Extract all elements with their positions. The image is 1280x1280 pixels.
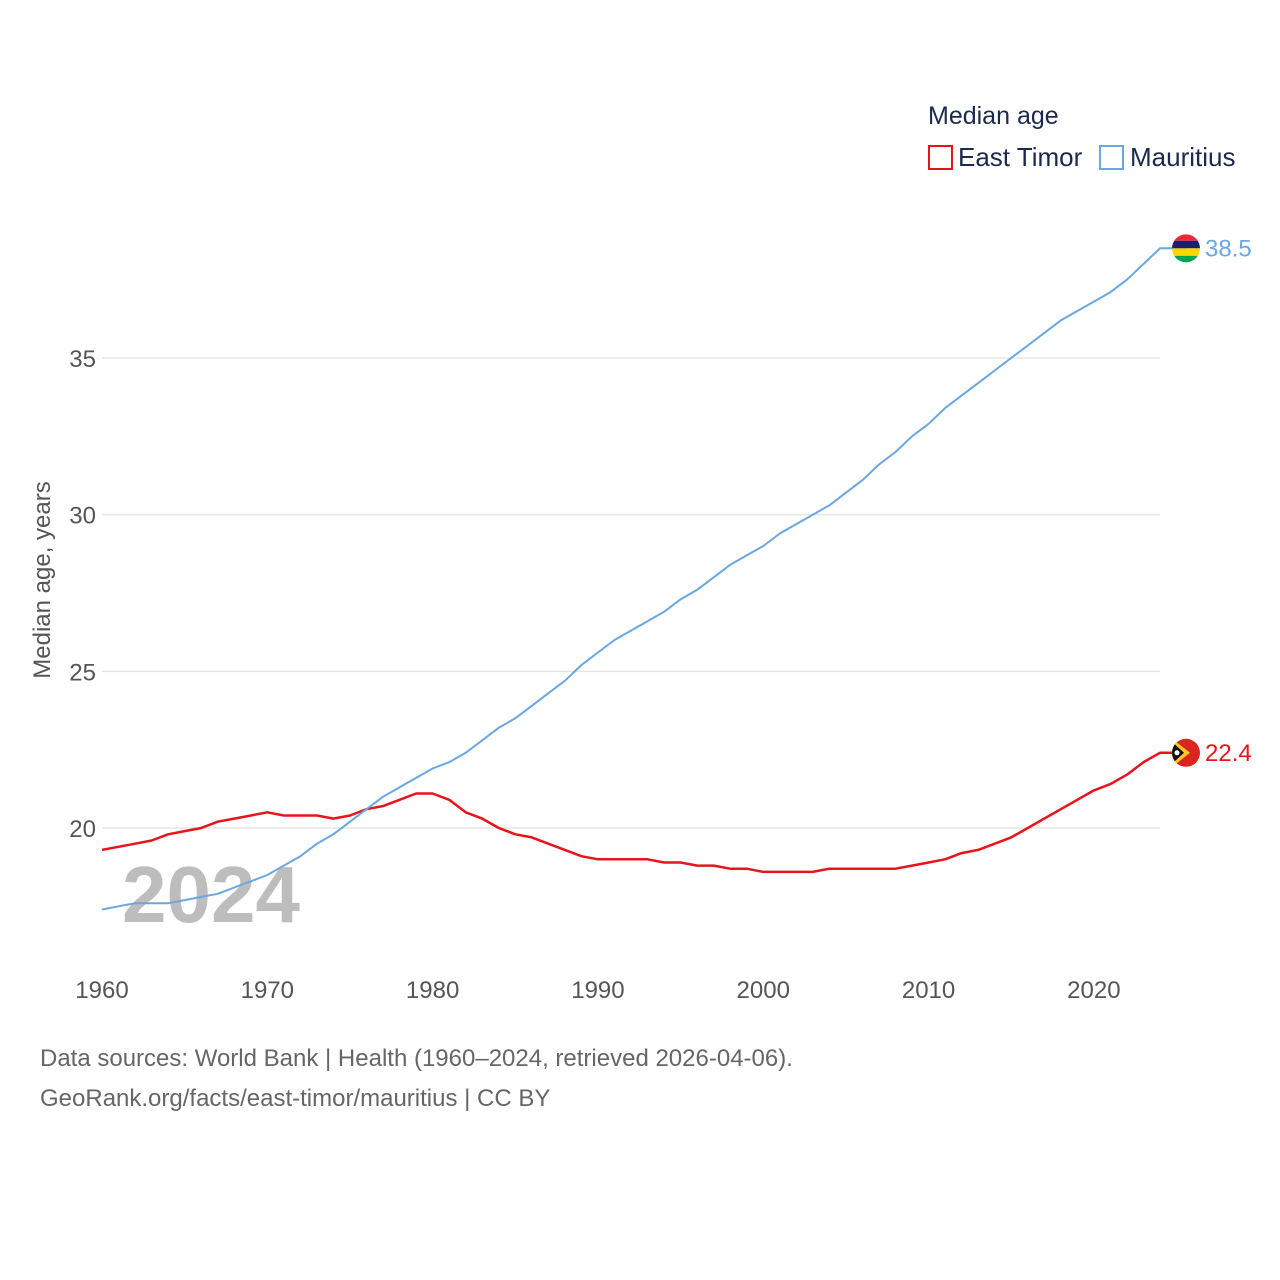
x-tick-label: 1980 [406,977,459,1004]
legend-item-mauritius: Mauritius [1130,142,1235,172]
east-timor-end-marker: 22.4 [1172,738,1252,767]
series-line-east-timor [101,751,1186,874]
grid-lines [102,357,1160,829]
x-tick-label: 1960 [75,977,128,1004]
mauritius-flag-icon [1172,234,1200,263]
east-timor-flag-icon [1172,738,1200,767]
x-tick-label: 1990 [571,977,624,1004]
legend-item-east-timor: East Timor [958,142,1083,172]
legend-swatch-mauritius [1099,145,1124,170]
y-tick-label: 20 [69,816,96,843]
series-line-mauritius [101,247,1186,911]
x-tick-label: 2000 [737,977,790,1004]
y-axis-ticks: 20 25 30 35 [69,346,96,843]
y-tick-label: 25 [69,659,96,686]
y-tick-label: 35 [69,346,96,373]
credit-link[interactable]: GeoRank.org/facts/east-timor/mauritius |… [40,1085,551,1112]
legend-swatch-east-timor [928,145,953,170]
east-timor-end-value: 22.4 [1205,740,1252,767]
mauritius-end-value: 38.5 [1205,235,1252,262]
series-lines [101,247,1186,911]
x-axis-ticks: 1960 1970 1980 1990 2000 2010 2020 [75,977,1120,1004]
mauritius-end-marker: 38.5 [1172,234,1252,263]
legend: Median age East Timor Mauritius [928,102,1235,172]
legend-title: Median age [928,102,1059,130]
x-tick-label: 2020 [1067,977,1120,1004]
y-axis-title: Median age, years [29,481,56,678]
x-tick-label: 1970 [241,977,294,1004]
y-tick-label: 30 [69,503,96,530]
x-tick-label: 2010 [902,977,955,1004]
data-sources-note: Data sources: World Bank | Health (1960–… [40,1045,793,1072]
